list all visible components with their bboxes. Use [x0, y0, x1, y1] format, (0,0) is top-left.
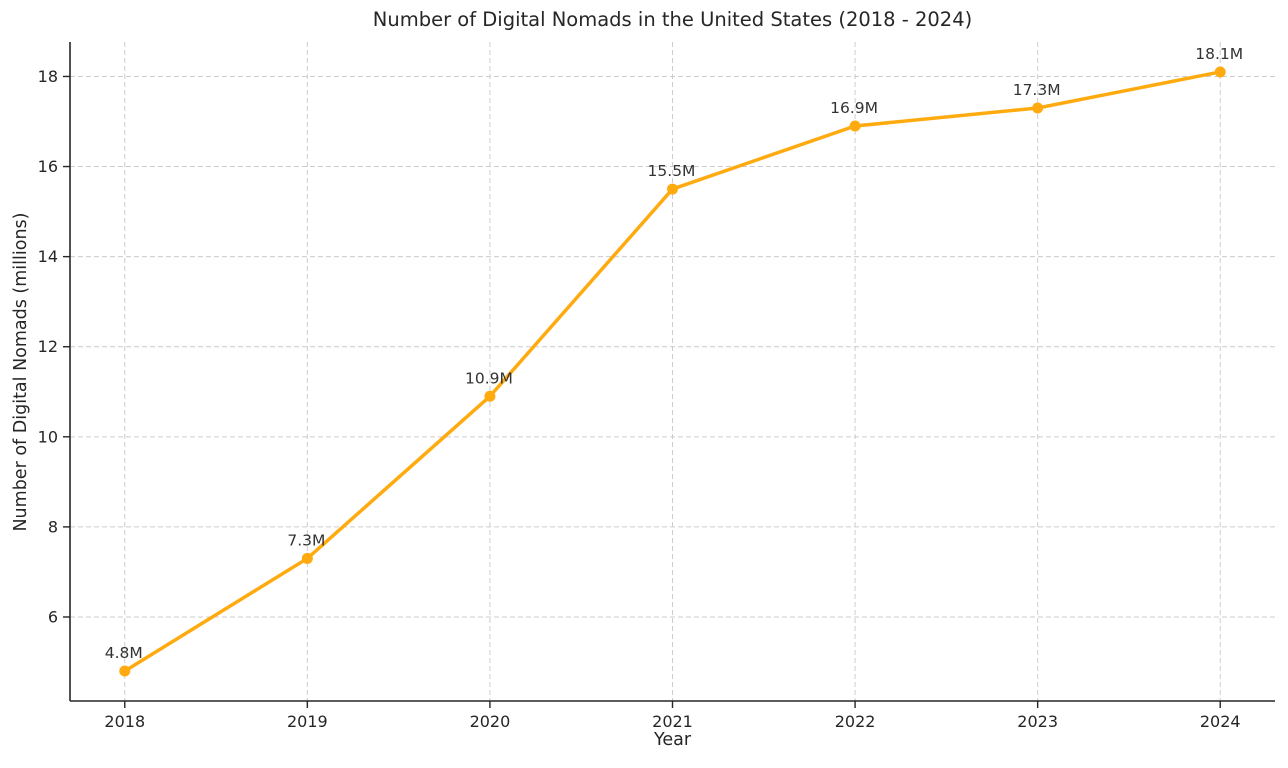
- data-point-label: 7.3M: [287, 531, 325, 549]
- y-tick-label: 10: [38, 427, 58, 446]
- y-tick-label: 6: [48, 607, 58, 626]
- data-point-label: 10.9M: [465, 369, 513, 387]
- y-tick-label: 8: [48, 517, 58, 536]
- x-tick-label: 2022: [835, 712, 876, 731]
- x-tick-label: 2021: [652, 712, 693, 731]
- chart-title: Number of Digital Nomads in the United S…: [372, 8, 973, 31]
- y-tick-label: 14: [38, 247, 58, 266]
- data-point-marker: [484, 390, 496, 402]
- y-axis-label: Number of Digital Nomads (millions): [11, 212, 31, 532]
- data-point-label: 15.5M: [648, 162, 696, 180]
- x-tick-label: 2023: [1017, 712, 1058, 731]
- x-tick-label: 2020: [470, 712, 511, 731]
- data-point-label: 4.8M: [105, 644, 143, 662]
- data-point-marker: [1032, 102, 1044, 114]
- data-point-marker: [667, 183, 678, 195]
- x-axis-label: Year: [653, 730, 692, 750]
- data-point-label: 16.9M: [830, 99, 878, 117]
- data-point-label: 18.1M: [1195, 45, 1243, 63]
- y-tick-label: 18: [38, 67, 58, 86]
- data-point-marker: [1214, 66, 1226, 78]
- data-point-marker: [301, 552, 313, 564]
- x-tick-label: 2024: [1200, 712, 1241, 731]
- y-tick-label: 12: [38, 337, 58, 356]
- data-point-label: 17.3M: [1013, 81, 1061, 99]
- x-tick-label: 2019: [287, 712, 328, 731]
- x-tick-label: 2018: [104, 712, 145, 731]
- data-point-marker: [119, 665, 131, 677]
- data-point-marker: [849, 120, 861, 132]
- y-tick-label: 16: [38, 157, 58, 176]
